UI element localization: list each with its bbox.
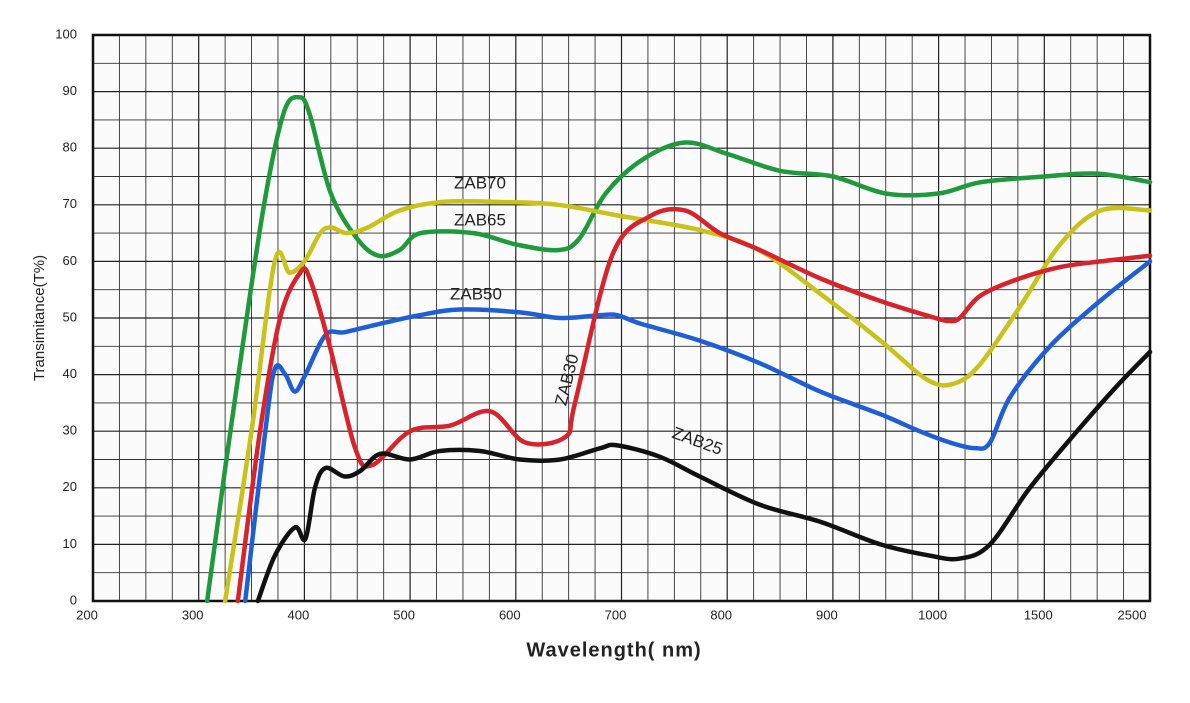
x-tick-label: 300: [182, 607, 204, 622]
series-line: [222, 198, 1153, 604]
series-label: ZAB65: [454, 210, 506, 229]
x-tick-label: 1500: [1024, 607, 1053, 622]
y-tick-label: 10: [63, 536, 77, 551]
y-tick-label: 0: [70, 592, 77, 607]
plot-frame: [91, 33, 1152, 603]
x-tick-label: 800: [710, 607, 732, 622]
y-tick-label: 90: [63, 83, 77, 98]
x-tick-label: 400: [288, 607, 310, 622]
series-line: [204, 94, 1153, 604]
series-line: [242, 259, 1153, 604]
series-line: [235, 206, 1153, 604]
y-tick-label: 20: [63, 479, 77, 494]
y-tick-label: 30: [63, 423, 77, 438]
series-line: [255, 349, 1153, 604]
series-label: ZAB70: [454, 173, 506, 192]
y-tick-label: 50: [63, 309, 77, 324]
x-tick-label: 2500: [1118, 607, 1147, 622]
y-tick-label: 80: [63, 140, 77, 155]
x-tick-label: 500: [393, 607, 415, 622]
y-axis-title: Transimitance(T%): [31, 255, 48, 381]
y-tick-label: 40: [63, 366, 77, 381]
x-tick-label: 600: [499, 607, 521, 622]
x-tick-label: 700: [605, 607, 627, 622]
y-tick-label: 70: [63, 196, 77, 211]
y-tick-label: 100: [55, 26, 77, 41]
x-axis-title: Wavelength( nm): [526, 639, 701, 661]
series-label: ZAB50: [450, 284, 502, 303]
y-tick-label: 60: [63, 253, 77, 268]
x-tick-label: 900: [816, 607, 838, 622]
x-tick-label: 200: [76, 607, 98, 622]
x-tick-label: 1000: [918, 607, 947, 622]
